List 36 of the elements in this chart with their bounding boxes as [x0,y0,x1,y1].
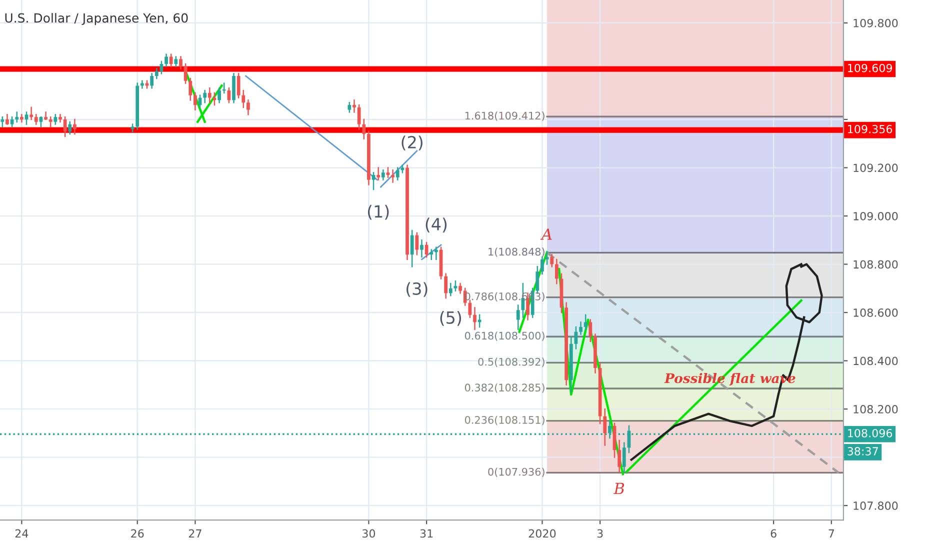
annotation: (5) [440,311,462,326]
band-label: 0.5(108.392) [478,358,544,367]
x-tick-label: 3 [597,529,603,538]
y-tick-label: 108.400 [854,356,898,366]
band-label: 0(107.936) [488,468,544,477]
x-tick-label: 30 [362,529,376,538]
y-tick-label: 109.800 [854,18,898,28]
annotation: (1) [368,204,389,220]
band-label: 1.618(109.412) [465,112,544,121]
band-label: 1(108.848) [488,248,544,257]
x-tick-label: 26 [131,529,144,538]
text: 38:37 [848,447,878,456]
x-tick-label: 31 [420,529,433,538]
y-tick-label: 107.800 [854,502,898,510]
annotation: (2) [402,136,422,150]
ref-line-label: 108.096 [848,428,892,438]
annotation: (4) [426,218,447,232]
annotation: A [540,228,552,240]
band-label: 0.382(108.285) [464,383,544,393]
text: U.S. Dollar / Japanese Yen, 60 [5,13,188,26]
y-tick-label: 109.000 [854,212,898,220]
x-tick-label: 24 [15,529,28,538]
y-tick-label: 108.800 [854,260,898,269]
band-label: 0.236(108.151) [464,416,544,426]
annotation: (3) [406,282,428,297]
x-tick-label: 27 [188,529,202,538]
annotation: B [613,482,624,494]
x-tick-label: 2020 [528,529,556,538]
band-label: 0.618(108.500) [464,332,544,341]
x-tick-label: 7 [828,529,834,538]
ref-line-label: 109.609 [848,64,892,72]
y-tick-label: 108.200 [854,404,898,414]
y-tick-label: 109.200 [854,164,898,172]
y-tick-label: 108.600 [854,308,898,317]
ref-line-label: 109.356 [848,124,892,134]
x-tick-label: 6 [770,529,776,538]
